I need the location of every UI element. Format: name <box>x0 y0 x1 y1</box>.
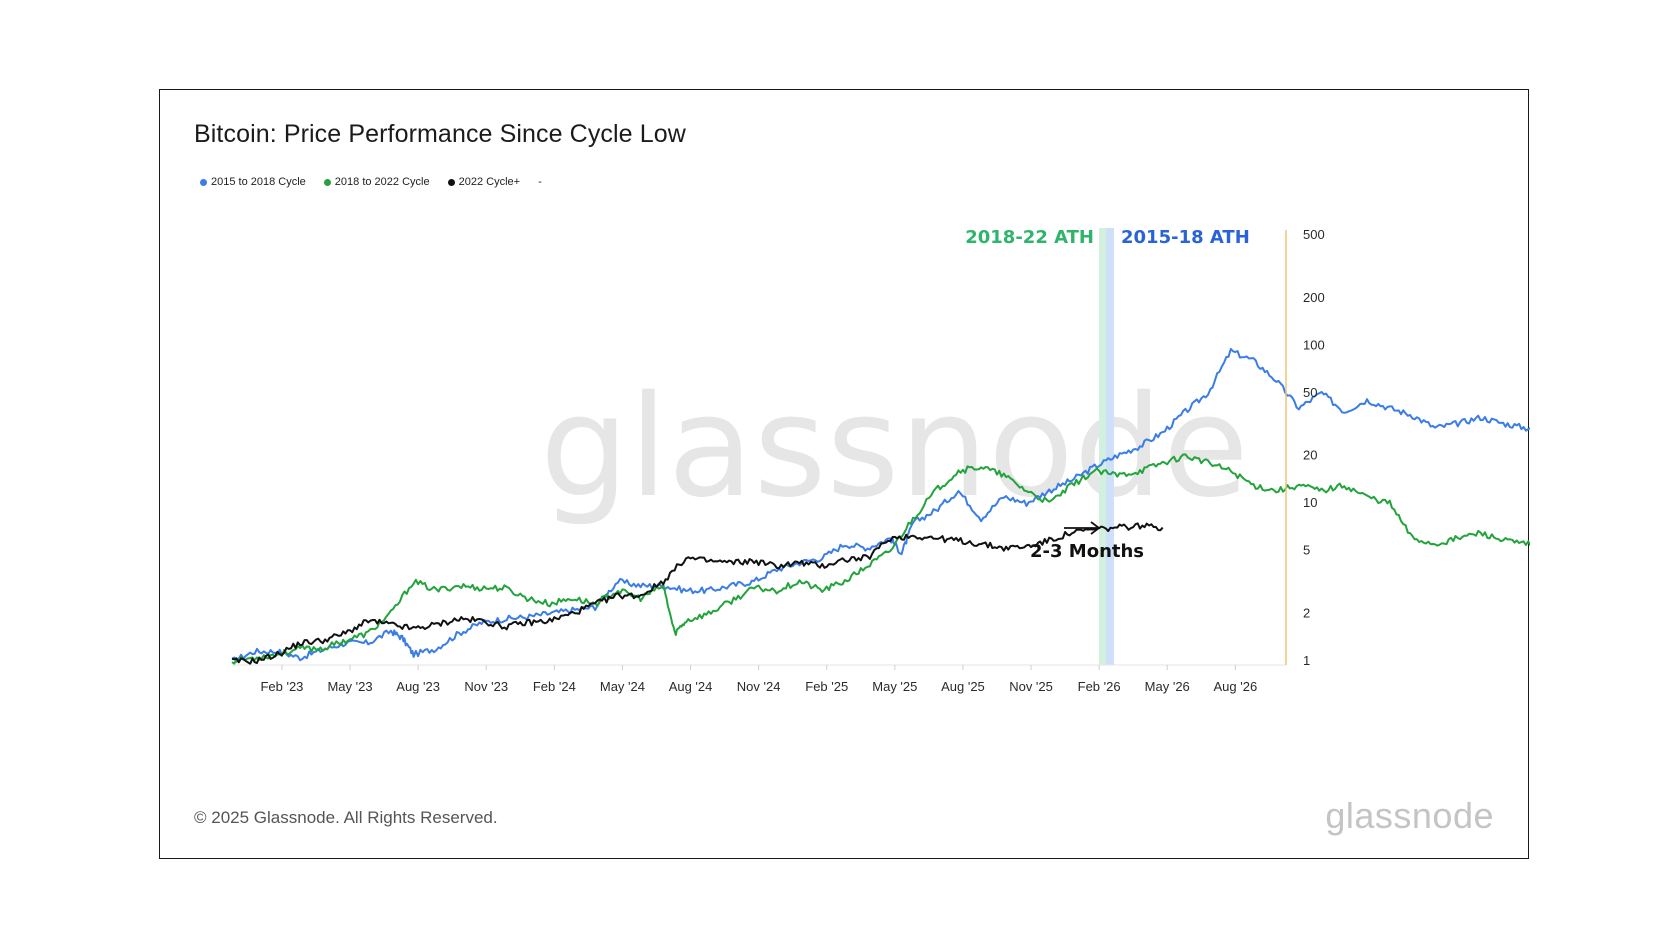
x-tick-label: Nov '25 <box>1009 679 1053 694</box>
x-tick-label: May '23 <box>327 679 372 694</box>
legend-dot-green <box>323 178 331 186</box>
x-tick-label: May '25 <box>872 679 917 694</box>
y-tick-label: 500 <box>1303 227 1325 242</box>
y-tick-label: 100 <box>1303 337 1325 352</box>
watermark-text: glassnode <box>540 366 1249 529</box>
legend-item-2022-cycle[interactable]: 2022 Cycle+ <box>447 176 521 188</box>
y-tick-label: 5 <box>1303 543 1310 558</box>
y-tick-label: 10 <box>1303 495 1317 510</box>
x-tick-label: May '26 <box>1145 679 1190 694</box>
legend-label: - <box>538 176 542 188</box>
legend-label: 2022 Cycle+ <box>458 176 521 188</box>
x-tick-label: Aug '25 <box>941 679 985 694</box>
y-tick-label: 2 <box>1303 605 1310 620</box>
forecast-label: 2-3 Months <box>1030 541 1144 562</box>
ath-2018-22-label: 2018-22 ATH <box>965 227 1094 248</box>
y-tick-label: 20 <box>1303 448 1317 463</box>
x-tick-label: Aug '23 <box>396 679 440 694</box>
series-2015-2018-line <box>231 348 1530 663</box>
legend-label: 2015 to 2018 Cycle <box>211 176 306 188</box>
legend-dot-blue <box>200 178 207 186</box>
glassnode-logo: glassnode <box>1325 795 1494 836</box>
legend: 2015 to 2018 Cycle 2018 to 2022 Cycle 20… <box>200 176 542 188</box>
x-tick-label: Aug '26 <box>1213 679 1257 694</box>
legend-item-2018-cycle[interactable]: 2018 to 2022 Cycle <box>323 176 430 188</box>
series-2018-2022-line <box>231 453 1530 665</box>
ath-2018-22-band <box>1099 228 1106 665</box>
copyright-footer: © 2025 Glassnode. All Rights Reserved. <box>194 808 498 827</box>
forecast-arrow-icon <box>1090 521 1101 535</box>
legend-item-2015-cycle[interactable]: 2015 to 2018 Cycle <box>200 176 306 188</box>
x-tick-label: Aug '24 <box>669 679 713 694</box>
ath-2015-18-label: 2015-18 ATH <box>1121 227 1250 248</box>
y-tick-label: 50 <box>1303 385 1317 400</box>
price-performance-chart: glassnode 2018-22 ATH 2015-18 ATH 2-3 Mont… <box>231 227 1530 694</box>
x-tick-label: Nov '24 <box>737 679 781 694</box>
x-tick-label: Feb '25 <box>805 679 848 694</box>
x-tick-label: Feb '24 <box>533 679 576 694</box>
x-tick-label: Feb '23 <box>260 679 303 694</box>
ath-2015-18-band <box>1106 228 1114 665</box>
legend-item-dash[interactable]: - <box>538 176 542 188</box>
chart-card: Bitcoin: Price Performance Since Cycle L… <box>159 89 1530 859</box>
x-tick-label: May '24 <box>600 679 645 694</box>
legend-label: 2018 to 2022 Cycle <box>334 176 430 188</box>
series-2022-cycle-line <box>231 522 1164 665</box>
y-tick-label: 1 <box>1303 653 1310 668</box>
legend-dot-black <box>447 178 455 186</box>
x-tick-label: Nov '23 <box>464 679 508 694</box>
chart-title: Bitcoin: Price Performance Since Cycle L… <box>194 120 686 148</box>
x-tick-label: Feb '26 <box>1078 679 1121 694</box>
y-tick-label: 200 <box>1303 290 1325 305</box>
